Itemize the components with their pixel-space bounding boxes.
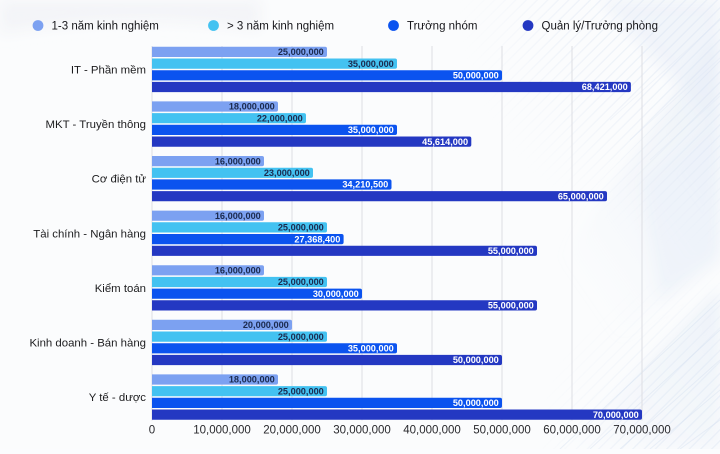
svg-text:18,000,000: 18,000,000 [229,102,275,112]
svg-text:Kinh doanh - Bán hàng: Kinh doanh - Bán hàng [29,337,146,349]
svg-text:65,000,000: 65,000,000 [558,191,604,201]
svg-text:16,000,000: 16,000,000 [215,211,261,221]
svg-text:30,000,000: 30,000,000 [313,289,359,299]
svg-text:68,421,000: 68,421,000 [582,82,628,92]
svg-text:16,000,000: 16,000,000 [215,156,261,166]
svg-text:27,368,400: 27,368,400 [294,234,340,244]
svg-text:35,000,000: 35,000,000 [348,344,394,354]
svg-text:25,000,000: 25,000,000 [278,386,324,396]
svg-text:23,000,000: 23,000,000 [264,168,310,178]
svg-text:25,000,000: 25,000,000 [278,277,324,287]
svg-text:50,000,000: 50,000,000 [453,398,499,408]
svg-text:25,000,000: 25,000,000 [278,47,324,57]
svg-text:35,000,000: 35,000,000 [348,59,394,69]
svg-text:70,000,000: 70,000,000 [613,425,671,437]
svg-text:34,210,500: 34,210,500 [342,180,388,190]
svg-text:Y tế - dược: Y tế - dược [89,392,147,404]
svg-text:30,000,000: 30,000,000 [333,425,391,437]
svg-text:50,000,000: 50,000,000 [453,355,499,365]
svg-text:22,000,000: 22,000,000 [257,113,303,123]
svg-text:Cơ điện tử: Cơ điện tử [92,174,147,186]
svg-text:60,000,000: 60,000,000 [543,425,601,437]
svg-text:1-3 năm kinh nghiệm: 1-3 năm kinh nghiệm [52,21,159,33]
svg-text:IT - Phần mềm: IT - Phần mềm [71,64,146,76]
svg-text:20,000,000: 20,000,000 [243,320,289,330]
svg-text:35,000,000: 35,000,000 [348,125,394,135]
svg-text:50,000,000: 50,000,000 [453,71,499,81]
svg-text:45,614,000: 45,614,000 [422,137,468,147]
svg-text:55,000,000: 55,000,000 [488,246,534,256]
svg-text:Tài chính - Ngân hàng: Tài chính - Ngân hàng [33,228,146,240]
svg-text:0: 0 [149,425,155,437]
svg-text:40,000,000: 40,000,000 [403,425,461,437]
svg-text:20,000,000: 20,000,000 [263,425,321,437]
svg-text:Kiểm toán: Kiểm toán [95,283,146,295]
svg-text:16,000,000: 16,000,000 [215,266,261,276]
svg-text:Trưởng nhóm: Trưởng nhóm [407,21,477,33]
svg-text:> 3 năm kinh nghiệm: > 3 năm kinh nghiệm [227,21,334,33]
svg-text:55,000,000: 55,000,000 [488,301,534,311]
svg-text:50,000,000: 50,000,000 [473,425,531,437]
svg-text:18,000,000: 18,000,000 [229,375,275,385]
svg-text:25,000,000: 25,000,000 [278,223,324,233]
svg-text:25,000,000: 25,000,000 [278,332,324,342]
svg-text:MKT - Truyền thông: MKT - Truyền thông [46,119,146,131]
svg-text:70,000,000: 70,000,000 [593,410,639,420]
svg-text:10,000,000: 10,000,000 [193,425,251,437]
svg-text:Quản lý/Trưởng phòng: Quản lý/Trưởng phòng [542,21,658,33]
